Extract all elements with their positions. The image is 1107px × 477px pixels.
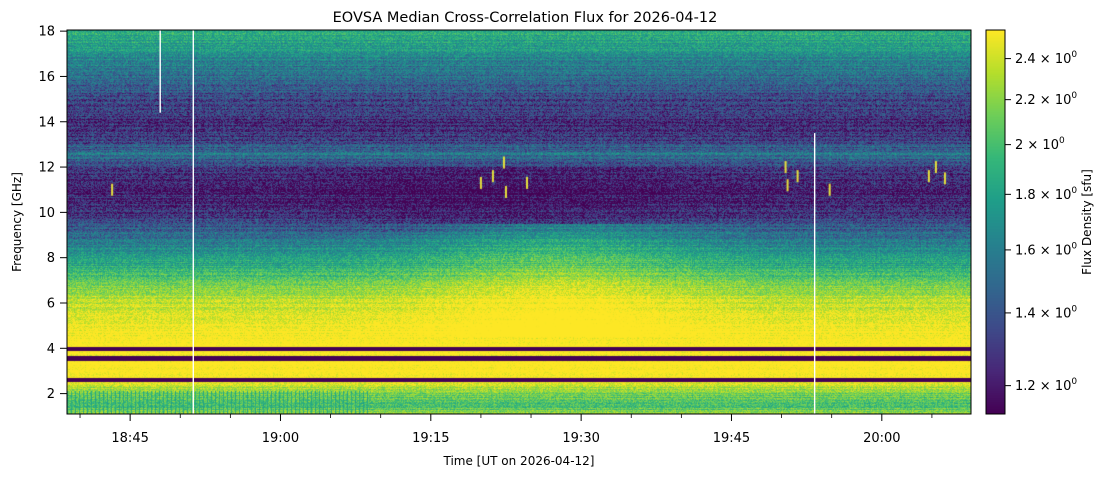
plot-area — [66, 29, 972, 415]
colorbar-tick-label-3: 1.8 × 100 — [1015, 186, 1077, 203]
x-tick-label-4: 19:45 — [713, 431, 750, 446]
x-axis-label: Time [UT on 2026-04-12] — [443, 454, 595, 468]
gap-lines — [159, 30, 816, 414]
x-tick-label-2: 19:15 — [412, 431, 449, 446]
x-tick-label-3: 19:30 — [562, 431, 599, 446]
y-tick-label-2: 6 — [47, 296, 55, 311]
colorbar-tick-label-6: 2.4 × 100 — [1015, 50, 1077, 67]
x-tick-label-5: 20:00 — [863, 431, 900, 446]
colorbar-tick-label-4: 2 × 100 — [1015, 136, 1065, 153]
colorbar-tick-label-0: 1.2 × 100 — [1015, 377, 1077, 394]
x-axis: 18:45 19:00 19:15 19:30 19:45 20:00 — [79, 414, 933, 446]
y-tick-label-3: 8 — [47, 251, 55, 266]
colorbar-ticks: 1.2 × 100 1.4 × 100 1.6 × 100 1.8 × 100 2 × … — [1005, 50, 1077, 394]
y-tick-label-5: 12 — [38, 161, 55, 176]
colorbar-label: Flux Density [sfu] — [1080, 169, 1094, 275]
colorbar-tick-label-5: 2.2 × 100 — [1015, 91, 1077, 108]
y-tick-label-4: 10 — [38, 206, 55, 221]
heatmap-image — [67, 30, 971, 414]
colorbar-tick-label-1: 1.4 × 100 — [1015, 304, 1077, 321]
y-tick-label-7: 16 — [38, 70, 55, 85]
y-tick-label-8: 18 — [38, 25, 55, 40]
y-axis: 2 4 6 8 10 12 14 16 18 — [38, 25, 67, 402]
plot-frame — [66, 29, 972, 415]
colorbar-gradient — [986, 30, 1005, 414]
y-tick-label-6: 14 — [38, 115, 55, 130]
y-tick-label-1: 4 — [47, 342, 55, 357]
x-tick-label-1: 19:00 — [262, 431, 299, 446]
colorbar: 1.2 × 100 1.4 × 100 1.6 × 100 1.8 × 100 2 × … — [985, 29, 1077, 415]
y-axis-label: Frequency [GHz] — [10, 172, 24, 272]
colorbar-tick-label-2: 1.6 × 100 — [1015, 241, 1077, 258]
colorbar-frame — [985, 29, 1006, 415]
y-tick-label-0: 2 — [47, 387, 55, 402]
chart-title: EOVSA Median Cross-Correlation Flux for … — [333, 10, 718, 26]
x-tick-label-0: 18:45 — [111, 431, 148, 446]
